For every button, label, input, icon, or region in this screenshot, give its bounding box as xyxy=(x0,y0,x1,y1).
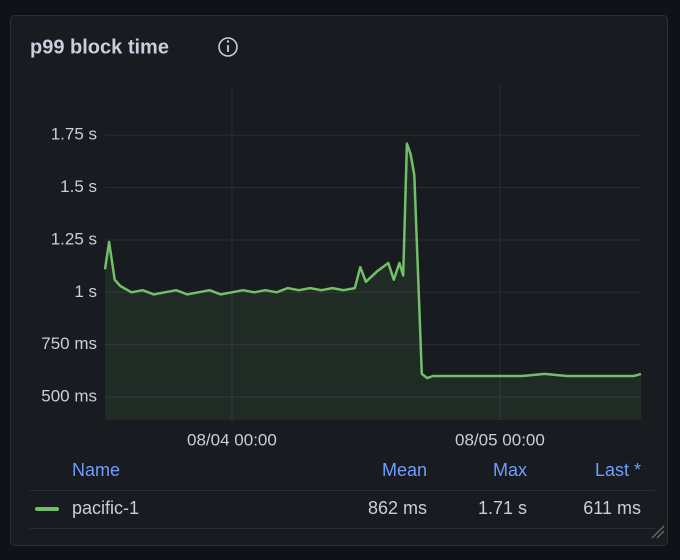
resize-handle[interactable] xyxy=(651,525,665,539)
resize-line xyxy=(656,530,665,539)
info-icon[interactable] xyxy=(218,37,238,57)
legend-header: Name xyxy=(72,460,120,480)
x-tick-label: 08/05 00:00 xyxy=(455,430,545,449)
series-line xyxy=(103,142,642,380)
y-tick-label: 750 ms xyxy=(41,334,97,353)
legend-row[interactable]: pacific-1 862 ms 1.71 s 611 ms xyxy=(35,498,641,518)
info-dot xyxy=(226,40,230,43)
plot xyxy=(103,142,642,420)
grid: 500 ms 750 ms 1 s 1.25 s 1.5 s 1.75 s 08/04 00… xyxy=(41,85,641,449)
legend-header: Max xyxy=(493,460,527,480)
legend-table: Name Mean Max Last * pacific-1 862 ms 1.71 s 61… xyxy=(30,460,655,529)
y-tick-label: 500 ms xyxy=(41,386,97,405)
y-tick-label: 1.25 s xyxy=(51,229,97,248)
panel-title: p99 block time xyxy=(30,36,169,58)
legend-stat: 611 ms xyxy=(583,498,641,518)
legend-name: pacific-1 xyxy=(72,498,139,518)
y-tick-label: 1 s xyxy=(74,282,97,301)
y-tick-label: 1.5 s xyxy=(60,177,97,196)
legend-stat: 862 ms xyxy=(368,498,427,518)
area-fill xyxy=(105,143,641,420)
panel-frame xyxy=(10,15,668,546)
info-circle xyxy=(218,37,238,57)
legend-header: Last * xyxy=(595,460,641,480)
x-tick-label: 08/04 00:00 xyxy=(187,430,277,449)
legend-header: Mean xyxy=(382,460,427,480)
legend-stat: 1.71 s xyxy=(478,498,527,518)
y-tick-label: 1.75 s xyxy=(51,125,97,144)
resize-line xyxy=(651,525,665,539)
